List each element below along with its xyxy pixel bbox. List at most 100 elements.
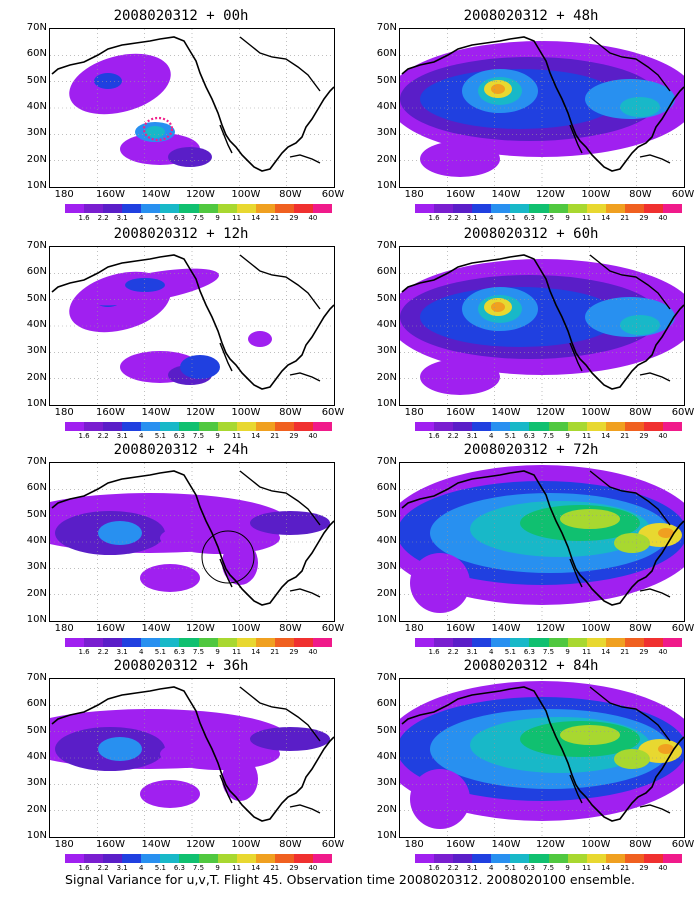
colorbar-swatch	[472, 854, 492, 863]
colorbar-tick-label: 4	[139, 214, 144, 222]
colorbar-swatch	[84, 854, 104, 863]
colorbar-tick-label: 7.5	[192, 648, 205, 656]
colorbar-swatch	[586, 638, 606, 647]
map-frame	[399, 28, 685, 188]
colorbar-tick-label: 7.5	[542, 864, 555, 872]
colorbar-tick-label: 1.6	[78, 432, 90, 440]
colorbar-swatch	[65, 638, 85, 647]
colorbar-swatch	[586, 422, 606, 431]
colorbar-tick-label: 9	[215, 432, 220, 440]
coastline	[401, 36, 684, 172]
lat-tick-label: 40N	[26, 319, 47, 330]
colorbar-tick-label: 4	[139, 432, 144, 440]
colorbar-swatch	[274, 638, 294, 647]
colorbar-swatch	[179, 422, 199, 431]
colorbar-tick-label: 3.1	[466, 648, 478, 656]
colorbar-swatch	[529, 638, 549, 647]
colorbar-swatch	[255, 854, 275, 863]
colorbar-swatch	[434, 422, 454, 431]
colorbar-tick-label: 11	[582, 432, 592, 440]
map-panel: 2008020312 + 84h 70N 60N 50N 40N 30N 20N 10N 180…	[366, 658, 696, 876]
lon-tick-label: 140W	[141, 407, 171, 418]
colorbar-swatch	[274, 204, 294, 213]
lon-tick-label: 80W	[629, 189, 652, 200]
colorbar-tick-label: 3.1	[116, 864, 128, 872]
lat-tick-label: 40N	[376, 101, 397, 112]
lon-tick-label: 160W	[446, 189, 476, 200]
map-panel: 2008020312 + 36h 70N 60N 50N 40N 30N 20N 10N 180…	[16, 658, 346, 876]
colorbar-swatch	[217, 422, 237, 431]
colorbar-tick-label: 6.3	[173, 648, 185, 656]
colorbar-labels: 1.6 2.2 3.1 4 5.1 6.3 7.5 9 11 14 21 29 40	[65, 864, 332, 874]
colorbar-swatch	[453, 422, 473, 431]
coastline	[401, 470, 684, 606]
variance-contour	[222, 757, 258, 801]
coastline	[51, 254, 334, 390]
lat-tick-label: 30N	[26, 777, 47, 789]
colorbar-tick-label: 29	[639, 648, 649, 656]
lon-tick-label: 60W	[321, 189, 345, 200]
lon-tick-label: 180	[54, 623, 74, 634]
colorbar-tick-label: 3.1	[466, 432, 478, 440]
colorbar-tick-label: 4	[139, 648, 144, 656]
colorbar-swatch	[236, 204, 256, 213]
colorbar-tick-label: 5.1	[504, 864, 516, 872]
lon-tick-label: 140W	[491, 839, 521, 850]
colorbar-swatch	[84, 638, 104, 647]
panel-title: 2008020312 + 60h	[463, 226, 599, 242]
lon-tick-label: 60W	[671, 407, 695, 418]
colorbar-swatch	[453, 854, 473, 863]
colorbar-tick-label: 11	[232, 648, 242, 656]
colorbar-tick-label: 29	[639, 432, 649, 440]
lon-tick-label: 160W	[96, 623, 126, 634]
colorbar-labels: 1.6 2.2 3.1 4 5.1 6.3 7.5 9 11 14 21 29 40	[65, 432, 332, 442]
coastline	[51, 686, 334, 822]
colorbar-swatch	[605, 204, 625, 213]
lat-tick-label: 30N	[376, 561, 397, 573]
lat-tick-label: 40N	[26, 101, 47, 112]
lat-tick-label: 30N	[376, 777, 397, 789]
colorbar-swatch	[548, 638, 568, 647]
colorbar-swatch	[510, 422, 530, 431]
map-canvas	[50, 679, 334, 837]
map-canvas	[50, 463, 334, 621]
lat-tick-label: 20N	[26, 587, 47, 599]
coastline	[401, 686, 684, 822]
colorbar-swatch	[510, 638, 530, 647]
lat-tick-label: 60N	[376, 482, 397, 494]
lat-tick-label: 40N	[26, 751, 47, 762]
lat-tick-label: 20N	[376, 587, 397, 599]
colorbar-swatch	[65, 854, 85, 863]
colorbar-labels: 1.6 2.2 3.1 4 5.1 6.3 7.5 9 11 14 21 29 40	[65, 648, 332, 658]
variance-contour	[658, 744, 674, 754]
lat-tick-label: 30N	[376, 345, 397, 357]
coastline	[589, 686, 671, 742]
colorbar-swatch	[122, 854, 142, 863]
variance-contour	[222, 541, 258, 585]
lat-tick-label: 20N	[376, 371, 397, 383]
colorbar	[415, 204, 683, 213]
colorbar-labels: 1.6 2.2 3.1 4 5.1 6.3 7.5 9 11 14 21 29 40	[415, 214, 682, 224]
variance-contour	[125, 278, 165, 292]
colorbar-tick-label: 1.6	[428, 648, 440, 656]
coastline	[239, 36, 321, 92]
colorbar-tick-label: 29	[289, 214, 299, 222]
lat-tick-label: 10N	[376, 830, 397, 841]
coastline	[639, 154, 671, 164]
figure-caption: Signal Variance for u,v,T. Flight 45. Ob…	[65, 872, 635, 887]
colorbar-swatch	[586, 204, 606, 213]
colorbar-tick-label: 7.5	[542, 214, 555, 222]
variance-contour	[140, 564, 200, 592]
lat-tick-label: 10N	[26, 398, 47, 409]
colorbar	[65, 422, 333, 431]
colorbar-tick-label: 14	[251, 648, 261, 656]
lon-tick-label: 140W	[491, 407, 521, 418]
colorbar-tick-label: 1.6	[428, 864, 440, 872]
colorbar-tick-label: 5.1	[504, 432, 516, 440]
colorbar-tick-label: 5.1	[504, 214, 516, 222]
lat-tick-label: 60N	[376, 698, 397, 710]
colorbar-tick-label: 7.5	[542, 432, 555, 440]
colorbar-swatch	[567, 204, 587, 213]
colorbar-tick-label: 14	[601, 214, 611, 222]
variance-contour	[180, 355, 220, 379]
